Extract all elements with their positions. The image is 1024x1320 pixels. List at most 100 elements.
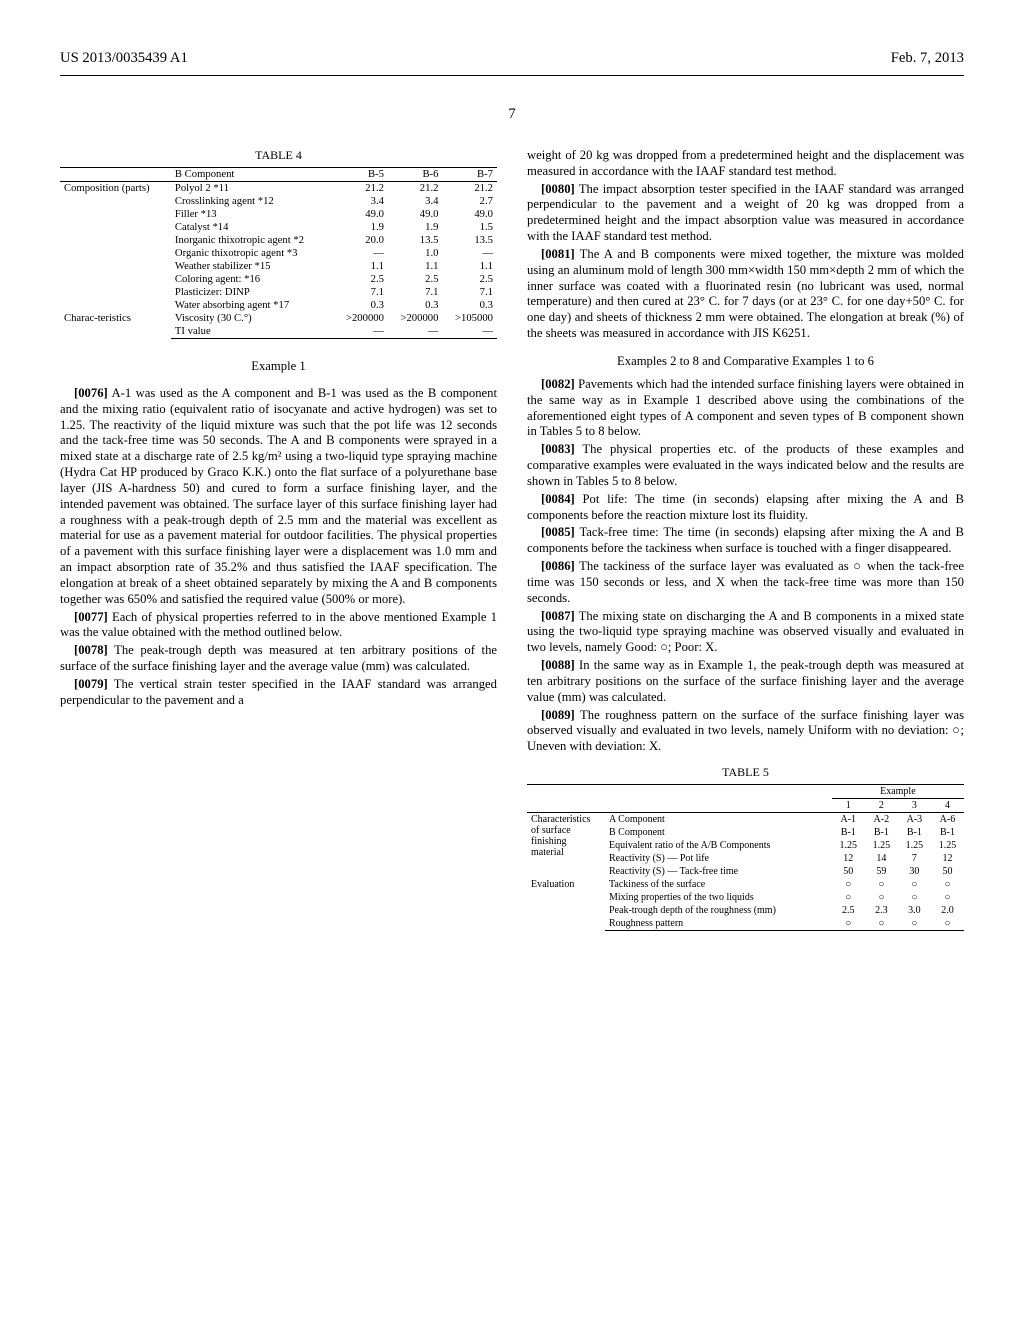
t5-cell: 2.3 xyxy=(865,904,898,917)
t5-row-label: Reactivity (S) — Pot life xyxy=(605,852,832,865)
t4-row-name: Inorganic thixotropic agent *2 xyxy=(171,234,334,247)
para-0085: [0085] Tack-free time: The time (in seco… xyxy=(527,525,964,557)
para-text: A-1 was used as the A component and B-1 … xyxy=(60,386,497,606)
t5-example-hdr: Example xyxy=(832,784,964,798)
para-num: [0083] xyxy=(541,442,575,456)
t4-row-name: Organic thixotropic agent *3 xyxy=(171,247,334,260)
t4-cell: 49.0 xyxy=(333,208,388,221)
t5-row-label: Equivalent ratio of the A/B Components xyxy=(605,839,832,852)
t5-cell: 1.25 xyxy=(931,839,964,852)
t4-cell: 0.3 xyxy=(442,299,497,312)
para-num: [0077] xyxy=(74,610,108,624)
t5-cell: ○ xyxy=(832,878,865,891)
t5-row-label: Reactivity (S) — Tack-free time xyxy=(605,865,832,878)
t4-row-name: Polyol 2 *11 xyxy=(171,182,334,196)
examples-subheading: Examples 2 to 8 and Comparative Examples… xyxy=(527,354,964,369)
t4-cell: 7.1 xyxy=(442,286,497,299)
t4-row-name: Filler *13 xyxy=(171,208,334,221)
t4-row-name: Viscosity (30 C.°) xyxy=(171,312,334,325)
t4-cell: — xyxy=(442,325,497,339)
t5-cell: 1.25 xyxy=(832,839,865,852)
para-0088: [0088] In the same way as in Example 1, … xyxy=(527,658,964,705)
t5-cell: ○ xyxy=(898,878,931,891)
para-num: [0076] xyxy=(74,386,108,400)
page-number: 7 xyxy=(60,106,964,123)
para-0078: [0078] The peak-trough depth was measure… xyxy=(60,643,497,675)
para-0076: [0076] A-1 was used as the A component a… xyxy=(60,386,497,608)
para-num: [0088] xyxy=(541,658,575,672)
t5-row-label: B Component xyxy=(605,826,832,839)
t4-cell: 20.0 xyxy=(333,234,388,247)
t5-cell: 12 xyxy=(931,852,964,865)
t4-hdr-b6: B-6 xyxy=(388,168,443,182)
t4-cell: — xyxy=(333,325,388,339)
t4-cell: 49.0 xyxy=(442,208,497,221)
para-num: [0082] xyxy=(541,377,575,391)
t5-cell: B-1 xyxy=(898,826,931,839)
t4-row-name: Water absorbing agent *17 xyxy=(171,299,334,312)
para-text: In the same way as in Example 1, the pea… xyxy=(527,658,964,704)
t4-cell: 1.5 xyxy=(442,221,497,234)
t5-cell: ○ xyxy=(931,917,964,931)
t4-cell: — xyxy=(333,247,388,260)
para-num: [0080] xyxy=(541,182,575,196)
t4-cell: 13.5 xyxy=(388,234,443,247)
t4-hdr-b7: B-7 xyxy=(442,168,497,182)
para-text: The roughness pattern on the surface of … xyxy=(527,708,964,754)
t5-cell: ○ xyxy=(931,878,964,891)
t5-cell: A-1 xyxy=(832,812,865,826)
para-text: Each of physical properties referred to … xyxy=(60,610,497,640)
t4-hdr-b5: B-5 xyxy=(333,168,388,182)
t4-cell: 3.4 xyxy=(333,195,388,208)
para-0079-cont: weight of 20 kg was dropped from a prede… xyxy=(527,148,964,180)
t5-cell: 3.0 xyxy=(898,904,931,917)
para-num: [0086] xyxy=(541,559,575,573)
t5-col: 2 xyxy=(865,798,898,812)
t5-row-label: Mixing properties of the two liquids xyxy=(605,891,832,904)
para-text: The mixing state on discharging the A an… xyxy=(527,609,964,655)
t5-row-label: Roughness pattern xyxy=(605,917,832,931)
para-0081: [0081] The A and B components were mixed… xyxy=(527,247,964,342)
t4-cell: 21.2 xyxy=(333,182,388,196)
t5-cell: ○ xyxy=(931,891,964,904)
t4-cell: — xyxy=(442,247,497,260)
header-rule xyxy=(60,75,964,76)
t5-col: 1 xyxy=(832,798,865,812)
t5-cell: ○ xyxy=(898,917,931,931)
para-num: [0084] xyxy=(541,492,575,506)
para-num: [0087] xyxy=(541,609,575,623)
para-0087: [0087] The mixing state on discharging t… xyxy=(527,609,964,656)
t5-cell: 2.5 xyxy=(832,904,865,917)
t4-row-name: Plasticizer: DINP xyxy=(171,286,334,299)
t4-hdr-bcomp: B Component xyxy=(171,168,334,182)
para-text: Pot life: The time (in seconds) elapsing… xyxy=(527,492,964,522)
para-0086: [0086] The tackiness of the surface laye… xyxy=(527,559,964,606)
table5-caption: TABLE 5 xyxy=(527,765,964,780)
para-num: [0089] xyxy=(541,708,575,722)
table4-caption: TABLE 4 xyxy=(60,148,497,163)
t5-cell: 1.25 xyxy=(865,839,898,852)
t4-cell: 21.2 xyxy=(388,182,443,196)
t4-cell: >200000 xyxy=(388,312,443,325)
t4-cell: 2.5 xyxy=(333,273,388,286)
t4-cell: 2.7 xyxy=(442,195,497,208)
t5-cell: ○ xyxy=(832,891,865,904)
para-0089: [0089] The roughness pattern on the surf… xyxy=(527,708,964,755)
t4-cell: 1.1 xyxy=(388,260,443,273)
page-header: US 2013/0035439 A1 Feb. 7, 2013 xyxy=(60,50,964,67)
left-column: TABLE 4 B Component B-5 B-6 B-7 Composit… xyxy=(60,148,497,946)
patent-number: US 2013/0035439 A1 xyxy=(60,50,188,67)
t4-group-characteristics: Charac-teristics xyxy=(60,312,171,339)
table5: Example 1234 Characteristics of surface … xyxy=(527,784,964,931)
t5-cell: ○ xyxy=(865,878,898,891)
t5-cell: ○ xyxy=(898,891,931,904)
t4-cell: >200000 xyxy=(333,312,388,325)
t5-col: 3 xyxy=(898,798,931,812)
t4-cell: 13.5 xyxy=(442,234,497,247)
t4-cell: 0.3 xyxy=(388,299,443,312)
t5-cell: ○ xyxy=(865,917,898,931)
t5-col: 4 xyxy=(931,798,964,812)
t5-cell: 50 xyxy=(832,865,865,878)
t4-cell: 2.5 xyxy=(442,273,497,286)
t4-cell: >105000 xyxy=(442,312,497,325)
